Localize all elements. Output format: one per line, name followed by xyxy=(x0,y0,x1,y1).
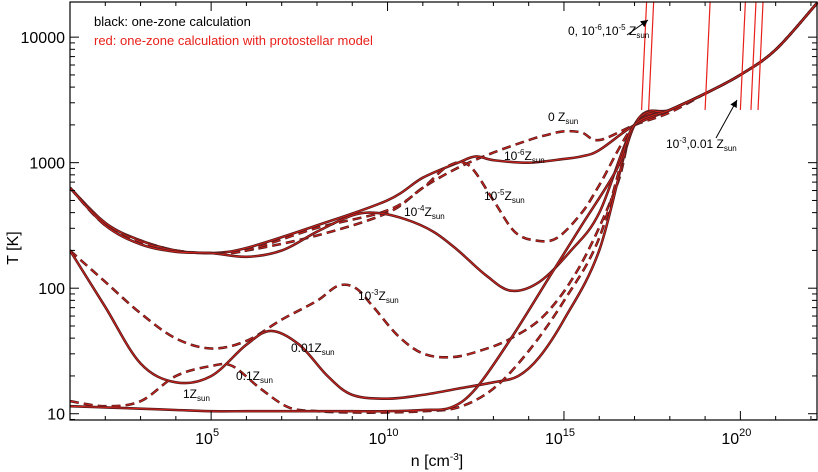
annotation-z1e6: 10-6Zsun xyxy=(504,148,545,165)
annotation-z1e4: 10-4Zsun xyxy=(404,204,445,221)
legend: black: one-zone calculation red: one-zon… xyxy=(94,14,373,48)
annotation-z01: 0.1Zsun xyxy=(236,369,273,385)
red-vertical-lines xyxy=(640,2,764,110)
ticks: 105 1010 1015 1020 10 100 1000 10000 xyxy=(21,2,817,448)
series-4-black-curve xyxy=(70,2,818,359)
annotation-z1e5: 10-5Zsun xyxy=(484,188,525,205)
annotation-z1: 1Zsun xyxy=(183,387,210,403)
x-tick-label: 105 xyxy=(195,427,219,448)
axes xyxy=(69,1,818,421)
x-tick-label: 1010 xyxy=(369,427,399,448)
x-axis-title-group: n [cm-3] xyxy=(411,452,463,470)
annotation-z0: 0 Zsun xyxy=(548,110,578,126)
annotation-arrow-right-head xyxy=(730,100,737,108)
annotation-zright: 10-3,0.01 Zsun xyxy=(666,136,737,153)
series-7-red-curve xyxy=(70,2,818,412)
legend-red-label: red: one-zone calculation with protostel… xyxy=(94,33,373,48)
series-4-red-curve xyxy=(70,2,818,358)
curves xyxy=(70,2,818,414)
series-6-black-curve xyxy=(70,2,818,414)
annotation-arrow-top-head xyxy=(640,20,648,28)
x-axis-title: n [cm-3] xyxy=(411,452,463,470)
y-tick-label: 10 xyxy=(47,407,65,424)
x-tick-label: 1015 xyxy=(545,427,575,448)
red-vertical-line xyxy=(739,2,746,110)
red-vertical-line xyxy=(704,2,711,110)
annotation-arrow-right xyxy=(715,99,738,139)
annotations: 0 Zsun 10-6Zsun 10-5Zsun 10-4Zsun 10-3Zsun 0.… xyxy=(183,19,738,403)
red-vertical-line xyxy=(757,2,764,110)
red-vertical-line xyxy=(750,2,757,110)
y-tick-label: 100 xyxy=(38,281,65,298)
red-vertical-line xyxy=(640,2,648,110)
annotation-z1e3: 10-3Zsun xyxy=(358,288,399,305)
series-7-black-curve xyxy=(70,2,818,413)
y-tick-label: 10000 xyxy=(21,30,66,47)
y-axis-title: T [K] xyxy=(5,231,22,265)
annotation-ztop: 0, 10-6,10-5 Zsun xyxy=(568,23,649,40)
series-6-red-curve xyxy=(70,2,818,414)
y-axis-title-group: T [K] xyxy=(5,231,22,265)
series-2-red-curve xyxy=(70,2,818,254)
legend-black-label: black: one-zone calculation xyxy=(94,14,251,29)
series-5-red-curve xyxy=(70,2,818,400)
y-tick-label: 1000 xyxy=(29,156,65,173)
red-vertical-line xyxy=(648,2,655,110)
series-5-black-curve xyxy=(70,2,818,401)
plot-frame xyxy=(69,1,818,421)
x-tick-label: 1020 xyxy=(721,427,751,448)
annotation-z001: 0.01Zsun xyxy=(291,341,335,357)
